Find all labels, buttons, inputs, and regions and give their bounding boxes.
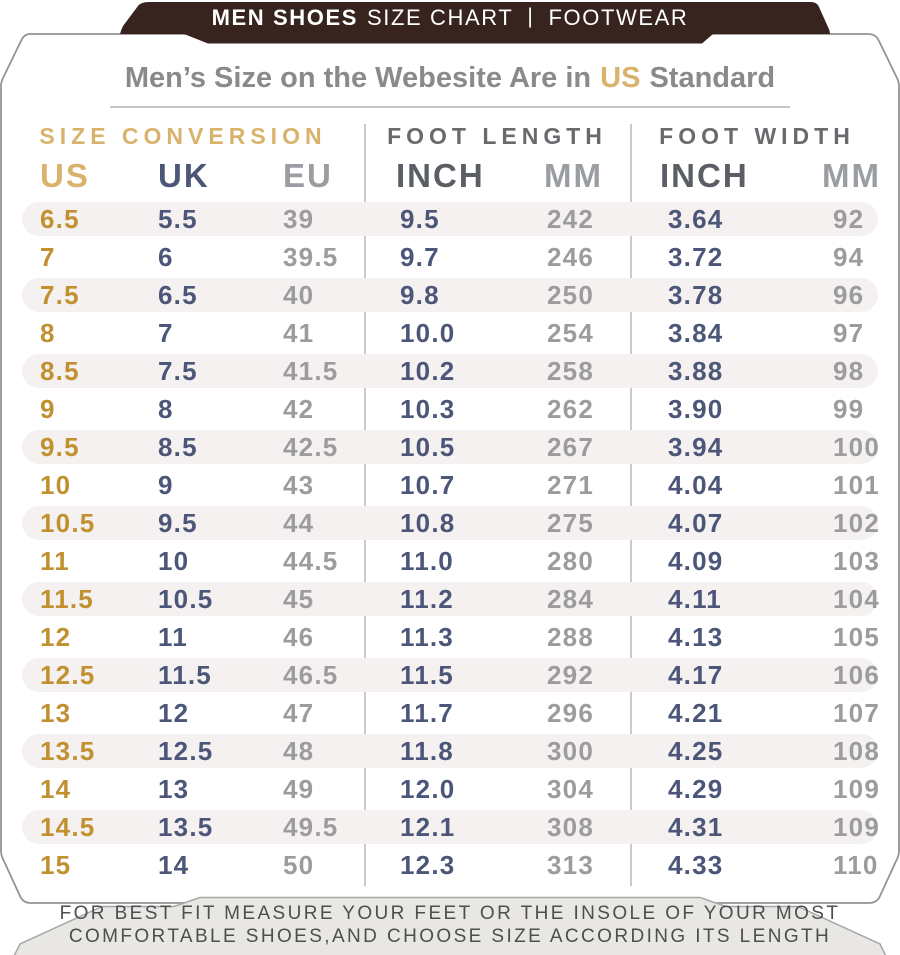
footer-note: FOR BEST FIT MEASURE YOUR FEET OR THE IN… [0,902,900,948]
column-divider-1 [364,124,366,886]
banner-subtitle: SIZE CHART [367,5,514,30]
title-suffix: Standard [649,61,776,94]
column-header-length-mm: MM [544,157,603,194]
title-highlight-us: US [600,61,641,94]
column-header-width-mm: MM [822,157,881,194]
banner-category: FOOTWEAR [548,5,689,30]
group-header-foot-width: FOOT WIDTH [659,122,855,149]
footer-note-line1: FOR BEST FIT MEASURE YOUR FEET OR THE IN… [59,903,841,924]
group-header-foot-length: FOOT LENGTH [387,122,607,149]
column-header-eu: EU [283,157,333,194]
column-header-row: US UK EU INCH MM INCH MM [0,154,900,198]
banner: MEN SHOES SIZE CHART | FOOTWEAR [0,0,900,36]
column-header-us: US [40,157,90,194]
footer-plate-shape [13,896,887,955]
column-divider-2 [630,124,632,886]
title-underline [110,106,790,108]
column-header-width-inch: INCH [660,157,749,194]
banner-brand: MEN SHOES [211,5,359,30]
title-prefix: Men’s Size on the Webesite Are in [124,61,592,94]
page-title: Men’s Size on the Webesite Are in US Sta… [0,61,900,95]
banner-separator: | [527,5,535,28]
footer-note-line2: COMFORTABLE SHOES,AND CHOOSE SIZE ACCORD… [68,926,832,947]
column-header-uk: UK [158,157,210,194]
banner-ribbon-shape [120,2,830,44]
column-header-length-inch: INCH [396,157,485,194]
group-header-size-conversion: SIZE CONVERSION [39,122,327,149]
